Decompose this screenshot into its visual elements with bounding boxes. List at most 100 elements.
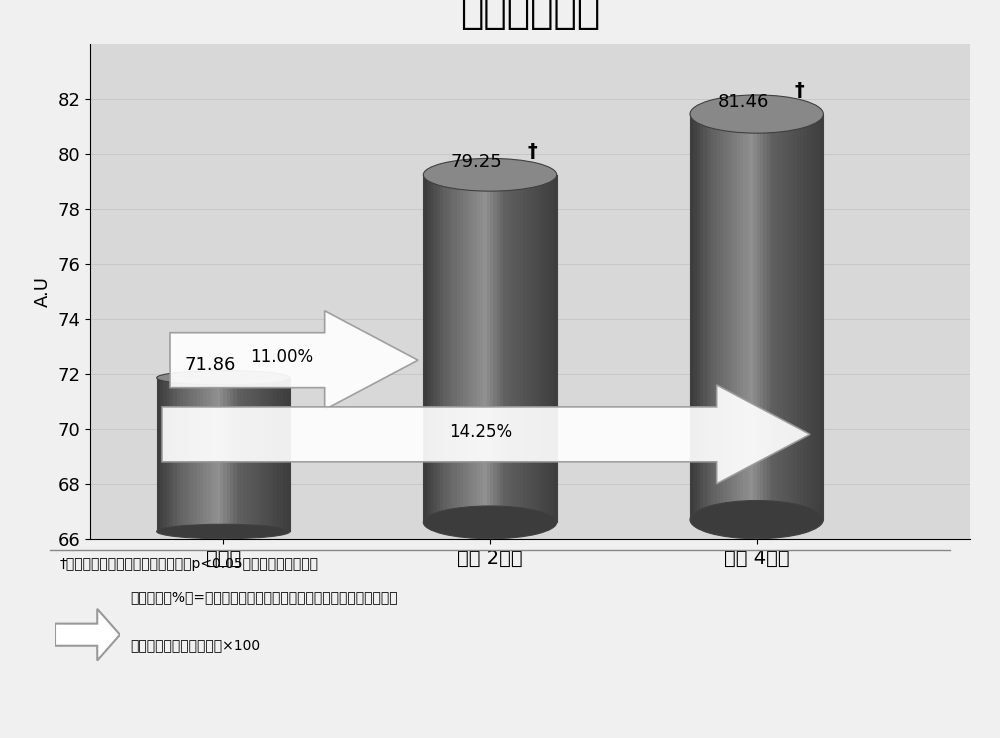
Bar: [493, 175, 497, 523]
Bar: [743, 114, 747, 520]
Bar: [210, 378, 214, 531]
Bar: [270, 378, 274, 531]
Bar: [260, 378, 264, 531]
Text: 71.86: 71.86: [184, 356, 236, 374]
Bar: [487, 175, 490, 523]
Bar: [480, 175, 484, 523]
Ellipse shape: [423, 506, 557, 539]
Bar: [533, 175, 537, 523]
Title: 皮肤水分含量: 皮肤水分含量: [460, 0, 600, 32]
Polygon shape: [162, 385, 810, 484]
Bar: [490, 175, 494, 523]
Bar: [803, 114, 807, 520]
Bar: [747, 114, 750, 520]
Bar: [223, 378, 227, 531]
Bar: [793, 114, 797, 520]
Bar: [477, 175, 480, 523]
Bar: [170, 378, 174, 531]
Text: 11.00%: 11.00%: [250, 348, 313, 367]
Ellipse shape: [690, 95, 823, 133]
Bar: [810, 114, 814, 520]
Text: 79.25: 79.25: [451, 154, 503, 171]
Bar: [483, 175, 487, 523]
Bar: [167, 378, 170, 531]
Text: ：变化率（%）=（使用后的皮肤水分含量－使用前的皮肤水分含量）: ：变化率（%）=（使用后的皮肤水分含量－使用前的皮肤水分含量）: [130, 590, 398, 604]
Bar: [800, 114, 804, 520]
Bar: [777, 114, 780, 520]
Bar: [287, 378, 290, 531]
Bar: [157, 378, 160, 531]
Bar: [277, 378, 280, 531]
Bar: [537, 175, 540, 523]
Bar: [797, 114, 800, 520]
Bar: [497, 175, 500, 523]
Bar: [200, 378, 204, 531]
Bar: [693, 114, 697, 520]
Bar: [507, 175, 510, 523]
Bar: [463, 175, 467, 523]
Bar: [763, 114, 767, 520]
Bar: [187, 378, 190, 531]
Bar: [773, 114, 777, 520]
Bar: [227, 378, 230, 531]
Bar: [723, 114, 727, 520]
Bar: [807, 114, 810, 520]
Bar: [820, 114, 824, 520]
Ellipse shape: [423, 159, 557, 191]
Bar: [450, 175, 454, 523]
Bar: [213, 378, 217, 531]
Bar: [263, 378, 267, 531]
Bar: [233, 378, 237, 531]
Bar: [207, 378, 210, 531]
Bar: [473, 175, 477, 523]
Bar: [783, 114, 787, 520]
Bar: [727, 114, 730, 520]
Bar: [197, 378, 200, 531]
Bar: [467, 175, 470, 523]
Bar: [767, 114, 770, 520]
Ellipse shape: [157, 370, 290, 385]
Bar: [460, 175, 464, 523]
Bar: [440, 175, 444, 523]
Bar: [817, 114, 820, 520]
Bar: [253, 378, 257, 531]
Bar: [697, 114, 700, 520]
Text: †: †: [528, 142, 538, 161]
Bar: [423, 175, 427, 523]
Text: 81.46: 81.46: [718, 93, 769, 111]
Bar: [503, 175, 507, 523]
Bar: [717, 114, 720, 520]
Bar: [813, 114, 817, 520]
Bar: [740, 114, 744, 520]
Bar: [250, 378, 254, 531]
Bar: [500, 175, 504, 523]
Bar: [710, 114, 714, 520]
Bar: [283, 378, 287, 531]
Bar: [280, 378, 284, 531]
Bar: [523, 175, 527, 523]
Bar: [267, 378, 270, 531]
Bar: [173, 378, 177, 531]
Bar: [510, 175, 514, 523]
Bar: [217, 378, 220, 531]
Bar: [433, 175, 437, 523]
Bar: [553, 175, 557, 523]
Bar: [543, 175, 547, 523]
Bar: [530, 175, 534, 523]
Bar: [443, 175, 447, 523]
Bar: [240, 378, 244, 531]
Bar: [733, 114, 737, 520]
Text: †: †: [794, 81, 804, 100]
Bar: [447, 175, 450, 523]
Bar: [190, 378, 194, 531]
Ellipse shape: [157, 524, 290, 539]
Y-axis label: A.U: A.U: [34, 276, 52, 307]
Bar: [193, 378, 197, 531]
Polygon shape: [170, 311, 418, 410]
Text: 14.25%: 14.25%: [449, 423, 512, 441]
Bar: [703, 114, 707, 520]
Bar: [520, 175, 524, 523]
Bar: [790, 114, 794, 520]
Text: †：与使用前相比具有显著的差异（p<0.05威氏符号秩次检验）: †：与使用前相比具有显著的差异（p<0.05威氏符号秩次检验）: [60, 557, 319, 571]
Bar: [247, 378, 250, 531]
